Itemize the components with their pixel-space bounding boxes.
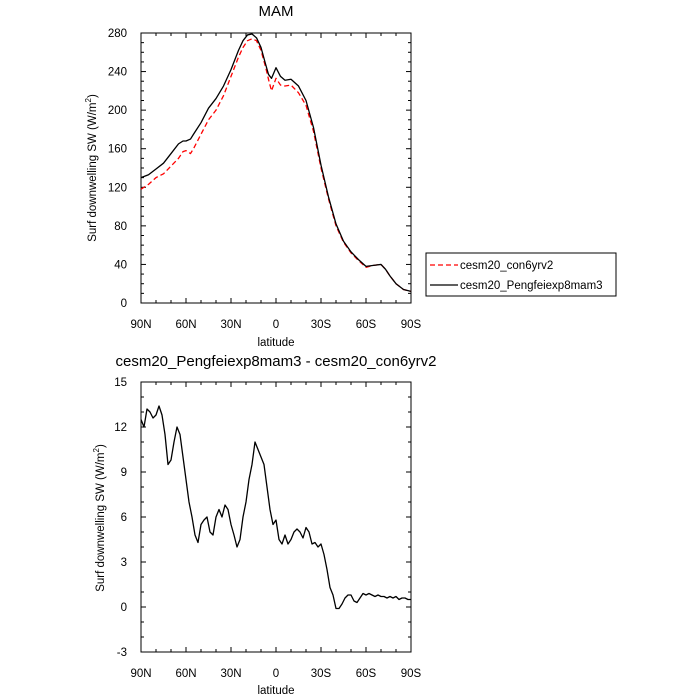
top-xtick-label: 30N xyxy=(220,319,241,331)
bottom-xtick-label: 30S xyxy=(311,668,332,680)
top-ticks xyxy=(140,32,412,304)
top-chart-title: MAM xyxy=(259,3,294,20)
bottom-panel: cesm20_Pengfeiexp8mam3 - cesm20_con6yrv2… xyxy=(92,353,437,697)
bottom-y-axis-label-close: ) xyxy=(95,444,107,448)
top-ytick-label: 200 xyxy=(108,105,127,117)
legend-box xyxy=(425,252,617,297)
bottom-chart-title: cesm20_Pengfeiexp8mam3 - cesm20_con6yrv2 xyxy=(116,353,437,370)
legend-label-con6yrv2: cesm20_con6yrv2 xyxy=(460,260,553,272)
top-xtick-label: 90N xyxy=(130,319,151,331)
top-ytick-label: 40 xyxy=(114,259,127,271)
bottom-xtick-label: 90S xyxy=(401,668,422,680)
bottom-xtick-label: 60N xyxy=(175,668,196,680)
top-y-axis-label-main: Surf downwelling SW (W/m xyxy=(87,102,99,241)
top-x-axis-label: latitude xyxy=(257,337,294,349)
top-ytick-labels: 0 40 80 120 160 200 240 280 xyxy=(108,28,127,310)
bottom-y-axis-label: Surf downwelling SW (W/m2) xyxy=(92,444,107,592)
top-y-axis-label-sup: 2 xyxy=(84,97,93,102)
bottom-ytick-label: 9 xyxy=(121,467,127,479)
bottom-xtick-label: 30N xyxy=(220,668,241,680)
bottom-y-axis-label-sup: 2 xyxy=(92,447,101,452)
bottom-x-axis-label: latitude xyxy=(257,685,294,697)
top-y-axis-label-close: ) xyxy=(87,94,99,98)
top-plot-frame xyxy=(140,32,412,304)
bottom-series-line-0 xyxy=(140,405,411,610)
top-xtick-label: 60N xyxy=(175,319,196,331)
top-xtick-labels: 90N 60N 30N 0 30S 60S 90S xyxy=(130,319,421,331)
bottom-ytick-label: 0 xyxy=(121,602,127,614)
top-xtick-label: 30S xyxy=(311,319,332,331)
bottom-ytick-label: 12 xyxy=(114,422,127,434)
top-xtick-label: 60S xyxy=(356,319,377,331)
top-ytick-label: 240 xyxy=(108,67,127,79)
top-ytick-label: 0 xyxy=(121,298,127,310)
bottom-ytick-label: 15 xyxy=(114,377,127,389)
top-xtick-label: 90S xyxy=(401,319,422,331)
top-panel: MAM 90N 60N 30N 0 30S 60S 90S 0 40 80 12… xyxy=(84,3,617,349)
top-ytick-label: 120 xyxy=(108,182,127,194)
top-ytick-label: 160 xyxy=(108,144,127,156)
top-series-line-0 xyxy=(140,38,412,293)
bottom-ticks xyxy=(140,381,412,653)
bottom-xtick-label: 60S xyxy=(356,668,377,680)
top-ytick-label: 80 xyxy=(114,221,127,233)
bottom-ytick-label: 3 xyxy=(121,557,127,569)
top-ytick-label: 280 xyxy=(108,28,127,40)
top-xtick-label: 0 xyxy=(273,319,279,331)
bottom-ytick-label: -3 xyxy=(117,647,127,659)
bottom-series xyxy=(140,405,411,610)
legend: cesm20_con6yrv2 cesm20_Pengfeiexp8mam3 xyxy=(425,252,617,297)
top-y-axis-label: Surf downwelling SW (W/m2) xyxy=(84,94,99,242)
top-series-line-1 xyxy=(140,33,412,293)
bottom-xtick-label: 90N xyxy=(130,668,151,680)
legend-label-pengfei: cesm20_Pengfeiexp8mam3 xyxy=(460,280,603,292)
top-series xyxy=(140,33,412,293)
bottom-y-axis-label-main: Surf downwelling SW (W/m xyxy=(95,452,107,591)
bottom-xtick-label: 0 xyxy=(273,668,279,680)
bottom-ytick-labels: -3 0 3 6 9 12 15 xyxy=(114,377,127,659)
bottom-plot-frame xyxy=(140,381,412,653)
bottom-xtick-labels: 90N 60N 30N 0 30S 60S 90S xyxy=(130,668,421,680)
bottom-ytick-label: 6 xyxy=(121,512,127,524)
